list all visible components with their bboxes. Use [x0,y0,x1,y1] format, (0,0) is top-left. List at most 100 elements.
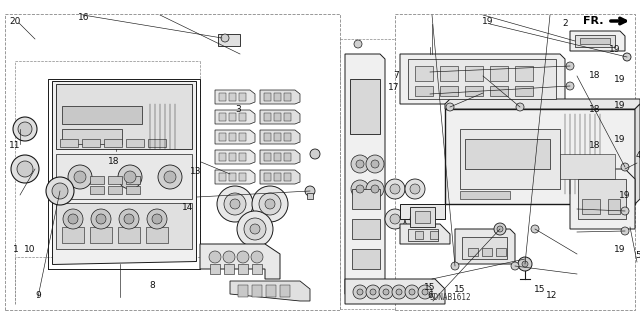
Circle shape [46,177,74,205]
Bar [462,237,507,259]
Text: 7: 7 [393,70,399,79]
Text: 16: 16 [78,13,90,23]
Text: 19: 19 [614,136,626,145]
Bar [578,179,626,219]
Polygon shape [260,90,300,104]
Text: 11: 11 [9,140,20,150]
Circle shape [259,193,281,215]
Bar [266,285,276,297]
Text: 18: 18 [589,140,601,150]
Bar [284,93,291,101]
Polygon shape [400,54,565,104]
Polygon shape [570,169,635,229]
Bar [229,93,236,101]
Bar [239,133,246,141]
Text: 19: 19 [614,76,626,85]
Polygon shape [52,81,196,264]
Text: 10: 10 [24,246,36,255]
Bar [264,113,271,121]
Circle shape [244,218,266,240]
Bar [440,66,458,81]
Bar [108,186,122,194]
Bar [575,35,615,47]
Circle shape [124,214,134,224]
Bar [496,248,506,256]
Circle shape [18,122,32,136]
Bar [352,189,380,209]
Text: 8: 8 [149,280,155,290]
Text: 3: 3 [235,106,241,115]
Circle shape [63,209,83,229]
Circle shape [11,155,39,183]
Bar [252,264,262,274]
Polygon shape [215,130,255,144]
Circle shape [356,185,364,193]
Bar [56,84,192,149]
Bar [62,129,122,144]
Bar [465,139,550,169]
Bar [515,66,533,81]
Polygon shape [215,90,255,104]
Text: 19: 19 [614,100,626,109]
Polygon shape [215,110,255,124]
Circle shape [237,211,273,247]
Bar [460,129,560,189]
Circle shape [353,285,367,299]
Text: 2: 2 [562,19,568,27]
Polygon shape [230,281,310,301]
Polygon shape [445,109,635,204]
Bar [415,211,430,223]
Circle shape [351,155,369,173]
Circle shape [147,209,167,229]
Bar [284,133,291,141]
Circle shape [511,262,519,270]
Text: 13: 13 [190,167,202,176]
Polygon shape [400,224,450,244]
Bar [219,93,226,101]
Circle shape [371,160,379,168]
Bar [284,173,291,181]
Circle shape [516,103,524,111]
Circle shape [366,285,380,299]
Bar [482,248,492,256]
Bar [126,186,140,194]
Bar [126,139,144,147]
Circle shape [158,165,182,189]
Bar [90,176,104,184]
Bar [274,173,281,181]
Bar [264,173,271,181]
Circle shape [224,193,246,215]
Bar [515,86,533,96]
Bar [229,133,236,141]
Bar [460,191,510,199]
Bar [229,173,236,181]
Circle shape [164,171,176,183]
Circle shape [623,53,631,61]
Circle shape [251,251,263,263]
Polygon shape [215,170,255,184]
Circle shape [68,214,78,224]
Circle shape [371,185,379,193]
Circle shape [356,160,364,168]
Circle shape [390,184,400,194]
Circle shape [405,179,425,199]
Polygon shape [400,204,445,219]
Bar [274,153,281,161]
Bar [608,199,620,214]
Bar [56,203,192,249]
Circle shape [396,289,402,295]
Circle shape [418,285,432,299]
Polygon shape [345,279,445,304]
Polygon shape [260,130,300,144]
Bar [264,153,271,161]
Bar [264,93,271,101]
Polygon shape [635,104,640,204]
Bar [410,207,435,227]
Circle shape [518,257,532,271]
Bar [146,227,168,243]
Bar [284,113,291,121]
Circle shape [446,103,454,111]
Circle shape [566,62,574,70]
Text: SDNAB1612: SDNAB1612 [430,293,472,302]
Bar [352,249,380,269]
